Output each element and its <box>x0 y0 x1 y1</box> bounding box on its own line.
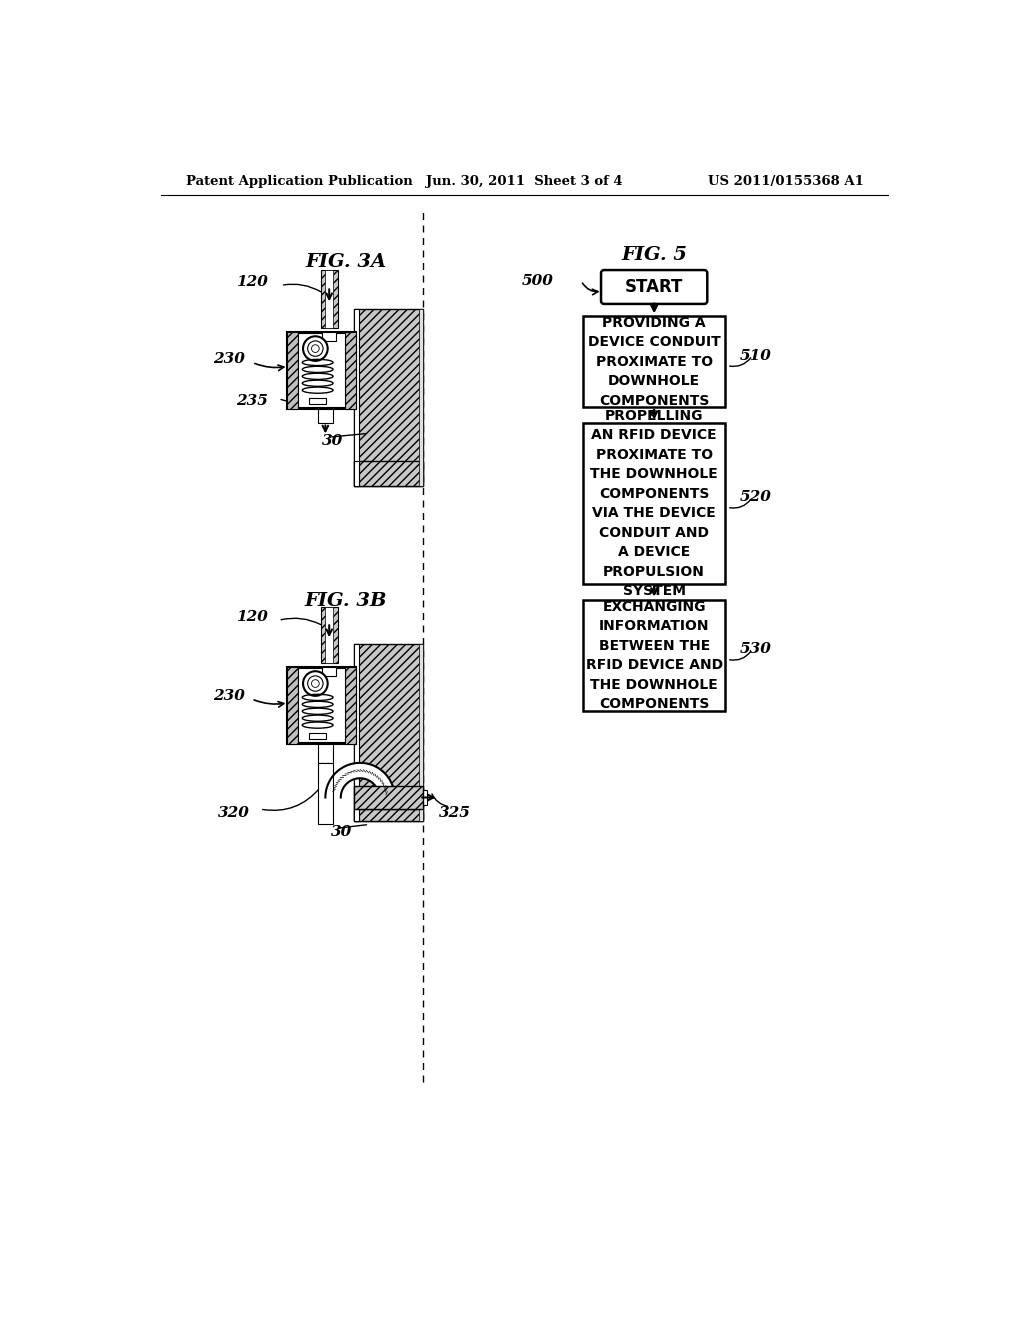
Bar <box>287 667 298 743</box>
Text: 120: 120 <box>236 275 267 289</box>
Text: FIG. 3B: FIG. 3B <box>305 593 387 610</box>
Text: 530: 530 <box>739 643 771 656</box>
Text: 325: 325 <box>438 807 470 820</box>
Text: 230: 230 <box>213 351 245 366</box>
Bar <box>298 668 345 742</box>
Bar <box>345 331 356 409</box>
Bar <box>394 789 427 805</box>
Bar <box>354 461 423 486</box>
Bar <box>309 397 326 404</box>
Text: PROPELLING
AN RFID DEVICE
PROXIMATE TO
THE DOWNHOLE
COMPONENTS
VIA THE DEVICE
CO: PROPELLING AN RFID DEVICE PROXIMATE TO T… <box>590 409 718 598</box>
Bar <box>354 644 359 821</box>
Bar <box>354 809 423 821</box>
Text: Patent Application Publication: Patent Application Publication <box>186 176 413 187</box>
Text: US 2011/0155368 A1: US 2011/0155368 A1 <box>708 176 863 187</box>
Bar <box>317 743 333 763</box>
Polygon shape <box>326 763 394 797</box>
Bar <box>345 667 356 743</box>
Bar <box>583 317 725 407</box>
Text: Jun. 30, 2011  Sheet 3 of 4: Jun. 30, 2011 Sheet 3 of 4 <box>426 176 624 187</box>
Bar <box>326 607 333 663</box>
Bar <box>354 809 359 821</box>
Bar <box>354 461 359 486</box>
Text: 235: 235 <box>236 393 267 408</box>
Circle shape <box>307 341 323 356</box>
Bar <box>583 422 725 585</box>
Text: FIG. 3A: FIG. 3A <box>305 253 387 272</box>
Circle shape <box>303 671 328 696</box>
Bar <box>287 667 356 743</box>
Circle shape <box>311 345 319 352</box>
Text: 510: 510 <box>739 348 771 363</box>
Circle shape <box>303 337 328 360</box>
Text: START: START <box>625 279 683 296</box>
FancyBboxPatch shape <box>601 271 708 304</box>
Circle shape <box>307 676 323 692</box>
Bar <box>354 785 423 809</box>
Text: 120: 120 <box>236 610 267 623</box>
Circle shape <box>311 680 319 688</box>
Bar <box>317 409 333 422</box>
Bar <box>317 763 333 825</box>
Bar <box>321 271 338 327</box>
Text: EXCHANGING
INFORMATION
BETWEEN THE
RFID DEVICE AND
THE DOWNHOLE
COMPONENTS: EXCHANGING INFORMATION BETWEEN THE RFID … <box>586 599 723 711</box>
Bar <box>321 607 338 663</box>
Text: FIG. 5: FIG. 5 <box>622 246 687 264</box>
Text: 30: 30 <box>322 434 343 447</box>
Text: 230: 230 <box>213 689 245 702</box>
Bar <box>323 667 336 676</box>
Text: 520: 520 <box>739 490 771 504</box>
Bar <box>419 309 423 486</box>
Text: PROVIDING A
DEVICE CONDUIT
PROXIMATE TO
DOWNHOLE
COMPONENTS: PROVIDING A DEVICE CONDUIT PROXIMATE TO … <box>588 315 721 408</box>
Text: 30: 30 <box>331 825 352 840</box>
Bar <box>419 644 423 821</box>
Bar <box>354 309 359 486</box>
Bar <box>354 644 423 821</box>
Bar <box>323 331 336 341</box>
Bar <box>326 271 333 327</box>
Bar <box>287 331 356 409</box>
Bar <box>298 333 345 407</box>
Bar <box>309 733 326 739</box>
Text: 320: 320 <box>218 807 250 820</box>
Bar <box>354 309 423 486</box>
Text: 500: 500 <box>522 273 554 288</box>
Bar <box>583 599 725 711</box>
Bar <box>287 331 298 409</box>
